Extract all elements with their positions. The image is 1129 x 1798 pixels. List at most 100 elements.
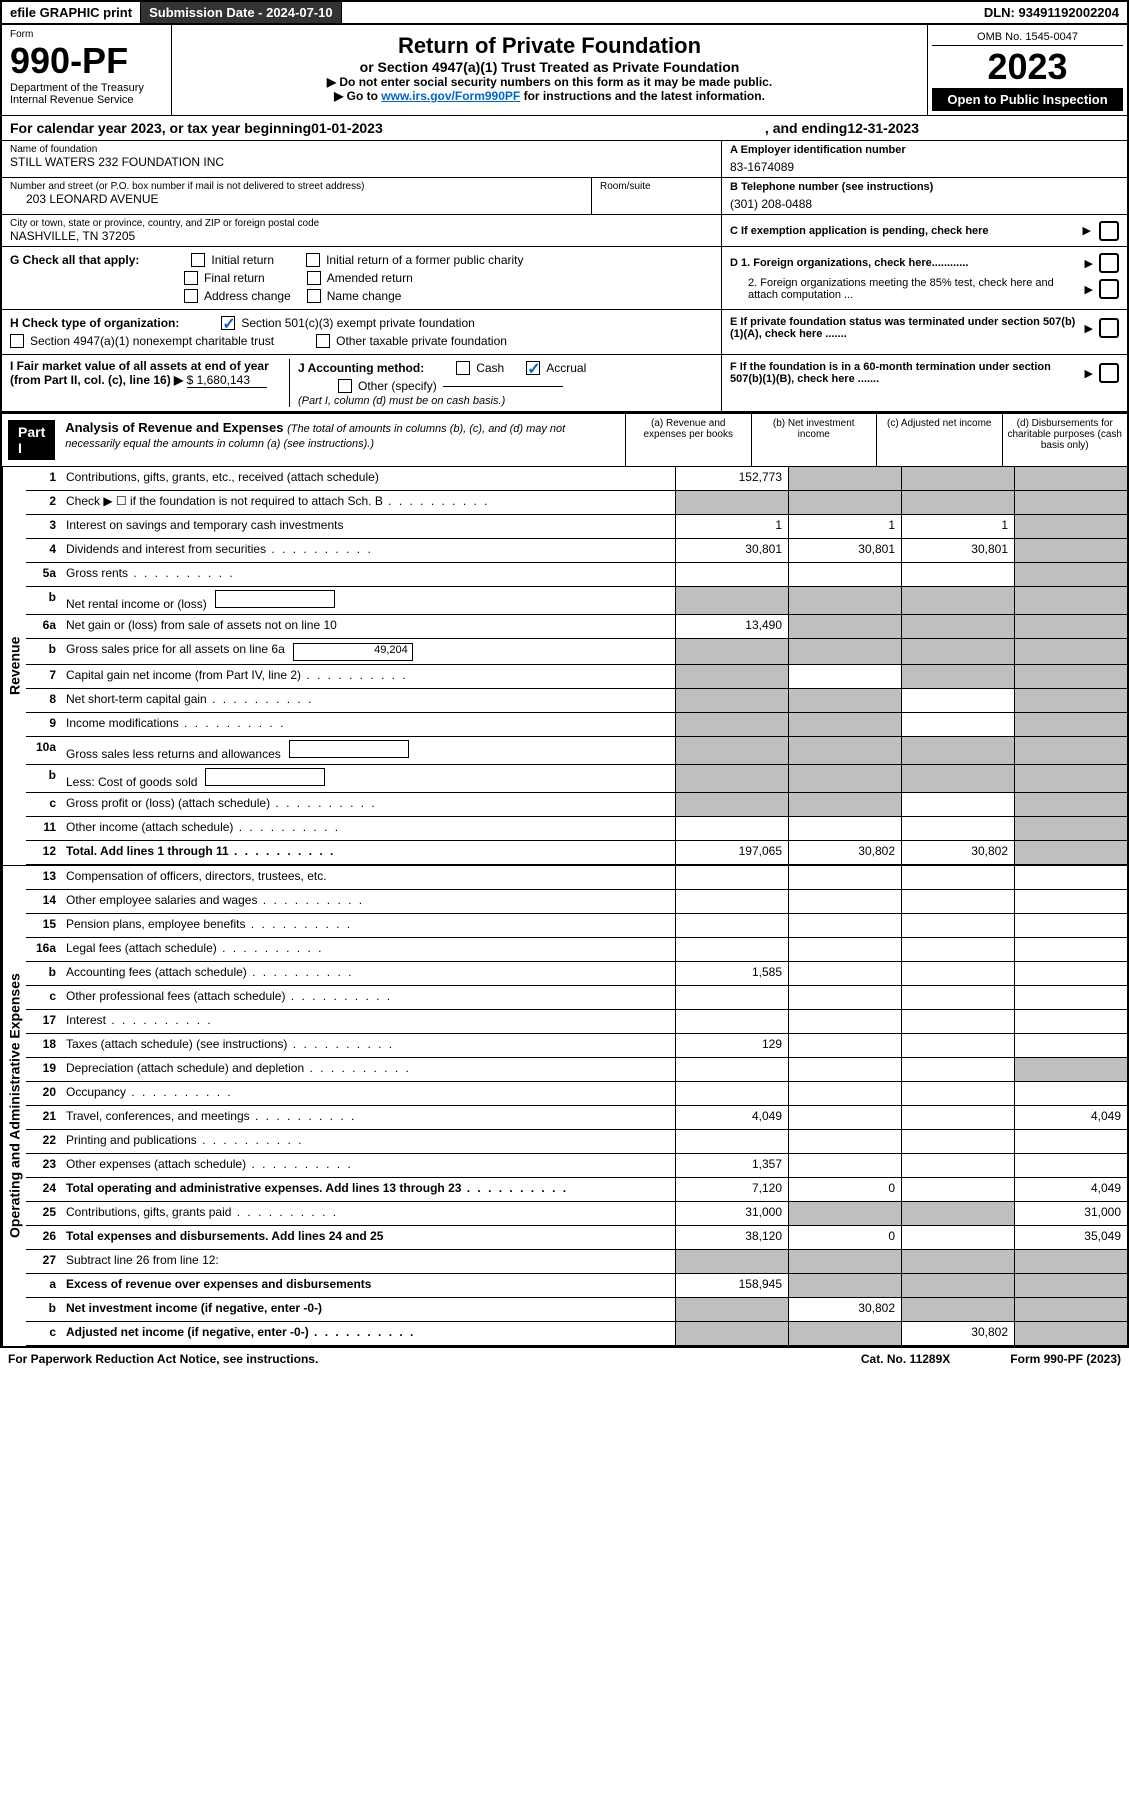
checks-g-row: G Check all that apply: Initial return I… (2, 247, 1127, 310)
other-specify (443, 386, 563, 387)
d2-checkbox[interactable] (1099, 279, 1119, 299)
efile-print[interactable]: efile GRAPHIC print (2, 2, 141, 23)
name-change-checkbox[interactable] (307, 289, 321, 303)
ij-checks: I Fair market value of all assets at end… (2, 355, 722, 411)
line-description: Legal fees (attach schedule) (62, 938, 675, 961)
initial-return-checkbox[interactable] (191, 253, 205, 267)
line-number: 21 (26, 1106, 62, 1129)
arrow-icon: ▶ (1083, 224, 1091, 237)
amount-cell (788, 1058, 901, 1081)
amount-cell (675, 1322, 788, 1345)
amount-cell (901, 563, 1014, 586)
footer-right: Form 990-PF (2023) (1010, 1352, 1121, 1366)
accrual-checkbox[interactable] (526, 361, 540, 375)
h-checks: H Check type of organization: Section 50… (2, 310, 722, 354)
table-row: 16aLegal fees (attach schedule) (26, 938, 1127, 962)
initial-former-checkbox[interactable] (306, 253, 320, 267)
i-cell: I Fair market value of all assets at end… (10, 359, 290, 407)
instr-pre: ▶ Go to (334, 89, 381, 103)
inline-amount-box (215, 590, 335, 608)
line-description: Other income (attach schedule) (62, 817, 675, 840)
table-row: 17Interest (26, 1010, 1127, 1034)
line-number: 5a (26, 563, 62, 586)
table-row: 3Interest on savings and temporary cash … (26, 515, 1127, 539)
part1-header-row: Part I Analysis of Revenue and Expenses … (2, 413, 1127, 467)
arrow-icon: ▶ (1085, 257, 1093, 270)
line-number: 14 (26, 890, 62, 913)
d-checks: D 1. Foreign organizations, check here..… (722, 247, 1127, 309)
amount-cell: 1 (901, 515, 1014, 538)
inline-amount-box (289, 740, 409, 758)
d1-checkbox[interactable] (1099, 253, 1119, 273)
table-row: 11Other income (attach schedule) (26, 817, 1127, 841)
cash-checkbox[interactable] (456, 361, 470, 375)
amount-cell (901, 914, 1014, 937)
form-link[interactable]: www.irs.gov/Form990PF (381, 89, 520, 103)
dln: DLN: 93491192002204 (976, 2, 1127, 23)
table-row: 14Other employee salaries and wages (26, 890, 1127, 914)
line-description: Gross sales less returns and allowances (62, 737, 675, 764)
j-note: (Part I, column (d) must be on cash basi… (298, 395, 713, 407)
e-checkbox[interactable] (1099, 318, 1119, 338)
amount-cell (1014, 587, 1127, 614)
amount-cell (788, 1154, 901, 1177)
f-checkbox[interactable] (1099, 363, 1119, 383)
line-description: Total operating and administrative expen… (62, 1178, 675, 1201)
4947-checkbox[interactable] (10, 334, 24, 348)
amount-cell: 7,120 (675, 1178, 788, 1201)
line-description: Contributions, gifts, grants, etc., rece… (62, 467, 675, 490)
e-check: E If private foundation status was termi… (722, 310, 1127, 354)
amount-cell: 30,802 (901, 841, 1014, 864)
amount-cell (901, 1250, 1014, 1273)
table-row: 2Check ▶ ☐ if the foundation is not requ… (26, 491, 1127, 515)
amount-cell (788, 986, 901, 1009)
amount-cell (1014, 962, 1127, 985)
amount-cell (788, 467, 901, 490)
line-number: 4 (26, 539, 62, 562)
final-return-checkbox[interactable] (184, 271, 198, 285)
ein-label: A Employer identification number (730, 144, 1119, 156)
line-number: 25 (26, 1202, 62, 1225)
amount-cell (788, 1034, 901, 1057)
city-label: City or town, state or province, country… (10, 218, 713, 229)
part1-badge: Part I (8, 420, 55, 460)
amended-checkbox[interactable] (307, 271, 321, 285)
amount-cell (788, 1202, 901, 1225)
f-check: F If the foundation is in a 60-month ter… (722, 355, 1127, 411)
address-change-checkbox[interactable] (184, 289, 198, 303)
amount-cell (675, 1058, 788, 1081)
info-addr-row: Number and street (or P.O. box number if… (2, 178, 1127, 215)
line-description: Adjusted net income (if negative, enter … (62, 1322, 675, 1345)
amount-cell (675, 890, 788, 913)
inline-amount-box (205, 768, 325, 786)
line-description: Other employee salaries and wages (62, 890, 675, 913)
amount-cell: 35,049 (1014, 1226, 1127, 1249)
other-method-checkbox[interactable] (338, 379, 352, 393)
expense-rows: 13Compensation of officers, directors, t… (26, 866, 1127, 1346)
501c3-checkbox[interactable] (221, 316, 235, 330)
f-label: F If the foundation is in a 60-month ter… (730, 361, 1079, 385)
other-taxable-checkbox[interactable] (316, 334, 330, 348)
h1-label: Section 501(c)(3) exempt private foundat… (241, 316, 474, 330)
c-checkbox[interactable] (1099, 221, 1119, 241)
line-description: Other professional fees (attach schedule… (62, 986, 675, 1009)
arrow-icon: ▶ (1085, 283, 1093, 296)
tax-year: 2023 (932, 46, 1123, 88)
line-number: 8 (26, 689, 62, 712)
amount-cell (675, 491, 788, 514)
amount-cell (901, 1034, 1014, 1057)
amount-cell (788, 587, 901, 614)
col-c-header: (c) Adjusted net income (877, 414, 1003, 466)
line-description: Depreciation (attach schedule) and deple… (62, 1058, 675, 1081)
amount-cell (901, 1130, 1014, 1153)
amount-cell: 129 (675, 1034, 788, 1057)
amount-cell (788, 665, 901, 688)
amount-cell (1014, 866, 1127, 889)
amount-cell (1014, 890, 1127, 913)
c-label: C If exemption application is pending, c… (730, 225, 1075, 237)
line-description: Travel, conferences, and meetings (62, 1106, 675, 1129)
revenue-section: Revenue 1Contributions, gifts, grants, e… (2, 467, 1127, 865)
header: Form 990-PF Department of the Treasury I… (2, 25, 1127, 116)
city-value: NASHVILLE, TN 37205 (10, 229, 713, 243)
line-number: 3 (26, 515, 62, 538)
